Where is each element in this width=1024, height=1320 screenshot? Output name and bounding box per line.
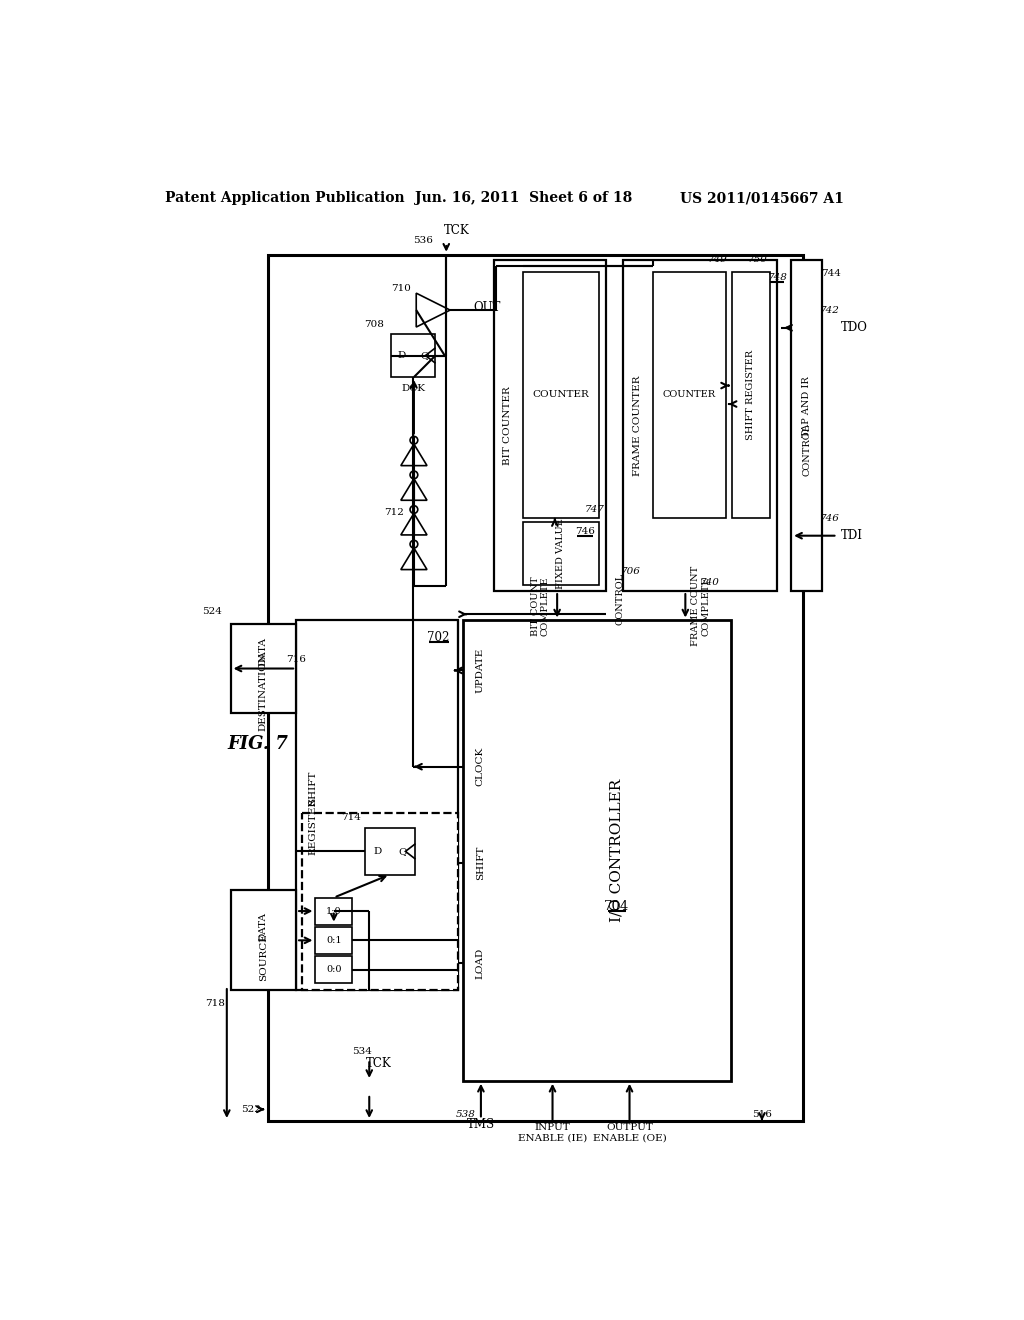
- Text: CONTROL: CONTROL: [802, 424, 811, 477]
- Text: DATA: DATA: [259, 638, 268, 667]
- Text: REGISTER: REGISTER: [308, 799, 317, 855]
- Bar: [230, 890, 296, 990]
- Text: Patent Application Publication: Patent Application Publication: [165, 191, 404, 206]
- Bar: [230, 624, 296, 713]
- Text: TCK: TCK: [366, 1056, 391, 1069]
- Text: TMS: TMS: [467, 1118, 495, 1131]
- Text: Q: Q: [398, 847, 408, 855]
- Bar: [296, 620, 458, 990]
- Text: US 2011/0145667 A1: US 2011/0145667 A1: [680, 191, 844, 206]
- Text: CLOCK: CLOCK: [475, 747, 484, 787]
- Text: 750: 750: [749, 255, 768, 264]
- Bar: [624, 260, 777, 591]
- Text: 740: 740: [700, 578, 720, 587]
- Text: 0:0: 0:0: [326, 965, 342, 974]
- Text: ENABLE (IE): ENABLE (IE): [518, 1134, 587, 1142]
- Bar: [301, 813, 458, 990]
- Text: COUNTER: COUNTER: [663, 391, 716, 399]
- Text: Jun. 16, 2011  Sheet 6 of 18: Jun. 16, 2011 Sheet 6 of 18: [415, 191, 632, 206]
- Text: I/O CONTROLLER: I/O CONTROLLER: [609, 779, 624, 923]
- Text: BIT COUNTER: BIT COUNTER: [504, 387, 512, 465]
- Bar: [366, 829, 416, 874]
- Bar: [391, 334, 435, 378]
- Text: 716: 716: [286, 655, 306, 664]
- Bar: [494, 260, 606, 591]
- Text: SHIFT: SHIFT: [475, 846, 484, 880]
- Bar: [315, 898, 352, 924]
- Bar: [523, 272, 599, 517]
- Text: SOURCE: SOURCE: [259, 933, 268, 981]
- Text: FRAME COUNTER: FRAME COUNTER: [633, 375, 642, 475]
- Bar: [463, 620, 731, 1081]
- Bar: [315, 956, 352, 983]
- Text: 744: 744: [821, 269, 841, 279]
- Text: 702: 702: [427, 631, 450, 644]
- Text: 704: 704: [604, 899, 629, 912]
- Text: 538: 538: [456, 1110, 475, 1119]
- Bar: [267, 255, 803, 1121]
- Text: OUT: OUT: [473, 301, 501, 314]
- Text: BIT COUNT
COMPLETE: BIT COUNT COMPLETE: [530, 576, 550, 636]
- Text: Q: Q: [421, 351, 429, 360]
- Text: 0:1: 0:1: [326, 936, 342, 945]
- Bar: [792, 260, 822, 591]
- Text: 1:0: 1:0: [326, 907, 342, 916]
- Text: ENABLE (OE): ENABLE (OE): [593, 1134, 667, 1142]
- Text: TDI: TDI: [841, 529, 862, 543]
- Text: SHIFT: SHIFT: [308, 771, 317, 805]
- Text: 748: 748: [767, 273, 787, 282]
- Text: 746: 746: [574, 528, 595, 536]
- Text: 522: 522: [241, 1105, 261, 1114]
- Text: 706: 706: [622, 568, 641, 577]
- Text: COUNTER: COUNTER: [532, 391, 590, 399]
- Text: FIG. 7: FIG. 7: [227, 735, 288, 752]
- Text: UPDATE: UPDATE: [475, 648, 484, 693]
- Text: D: D: [374, 847, 382, 855]
- Text: 524: 524: [203, 607, 222, 616]
- Text: D: D: [397, 351, 406, 360]
- Text: 536: 536: [414, 235, 433, 244]
- Text: 749: 749: [709, 255, 728, 264]
- Text: TCK: TCK: [444, 223, 470, 236]
- Text: LOAD: LOAD: [475, 948, 484, 978]
- Text: 710: 710: [391, 284, 411, 293]
- Text: 746: 746: [820, 515, 840, 523]
- Text: 516: 516: [752, 1110, 772, 1119]
- Text: DATA: DATA: [259, 912, 268, 941]
- Bar: [732, 272, 770, 517]
- Text: FIXED VALUE: FIXED VALUE: [556, 517, 565, 589]
- Text: 714: 714: [342, 813, 361, 822]
- Bar: [652, 272, 726, 517]
- Text: INPUT: INPUT: [535, 1122, 570, 1131]
- Text: 712: 712: [384, 508, 403, 517]
- Text: SHIFT REGISTER: SHIFT REGISTER: [746, 350, 756, 440]
- Text: 708: 708: [364, 321, 384, 329]
- Text: CONTROL: CONTROL: [615, 573, 625, 624]
- Text: 742: 742: [820, 306, 840, 315]
- Text: DESTINATION: DESTINATION: [259, 652, 268, 731]
- Text: OUTPUT: OUTPUT: [606, 1122, 653, 1131]
- Bar: [523, 521, 599, 585]
- Text: FRAME COUNT
COMPLETE: FRAME COUNT COMPLETE: [691, 566, 711, 645]
- Text: TDO: TDO: [841, 321, 867, 334]
- Text: 718: 718: [206, 999, 225, 1008]
- Text: DCK: DCK: [401, 384, 425, 393]
- Text: TAP AND IR: TAP AND IR: [802, 376, 811, 437]
- Text: 747: 747: [585, 506, 605, 513]
- Text: 534: 534: [351, 1047, 372, 1056]
- Bar: [315, 927, 352, 954]
